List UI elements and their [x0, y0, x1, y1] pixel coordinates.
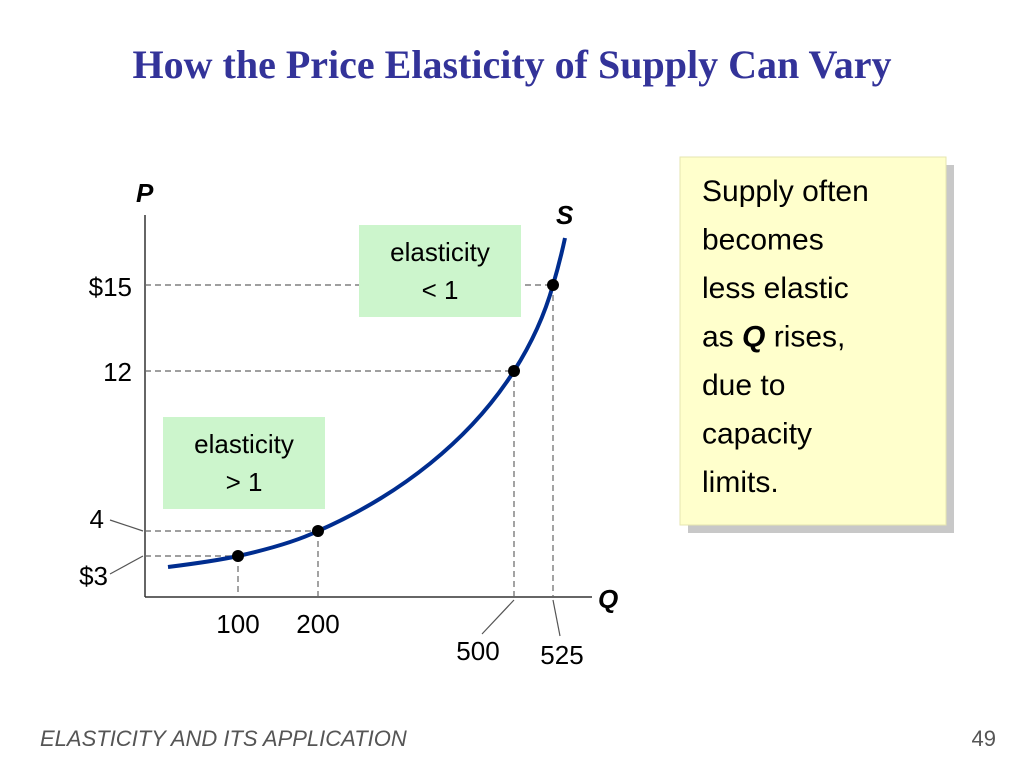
elasticity-box	[163, 417, 325, 509]
note-line: less elastic	[702, 272, 849, 305]
point	[508, 365, 520, 377]
footer-section: ELASTICITY AND ITS APPLICATION	[40, 726, 407, 751]
page-number: 49	[972, 726, 996, 751]
point	[232, 550, 244, 562]
note: Supply often becomes less elastic as Q rise…	[702, 175, 869, 499]
leader-line	[109, 555, 144, 575]
y-axis-label: P	[136, 178, 154, 208]
elasticity-text: elasticity	[390, 237, 490, 267]
quantity-label: 500	[456, 636, 499, 666]
note-line: limits.	[702, 466, 779, 499]
elasticity-box	[359, 225, 521, 317]
price-label: 12	[103, 357, 132, 387]
note-box	[679, 156, 947, 526]
slide-title: How the Price Elasticity of Supply Can V…	[133, 42, 892, 87]
note-line: Supply often	[702, 175, 869, 208]
leader-line	[109, 519, 144, 532]
leader-line	[481, 599, 515, 635]
quantity-label: 525	[540, 640, 583, 670]
price-label: 4	[90, 504, 104, 534]
quantity-label: 100	[216, 609, 259, 639]
elasticity-text: < 1	[422, 275, 459, 305]
point	[547, 279, 559, 291]
note-segment: as	[702, 321, 742, 354]
curve-label: S	[556, 200, 574, 230]
quantity-label: 200	[296, 609, 339, 639]
note-line: as Q rises,	[702, 321, 845, 354]
leader-line	[552, 599, 561, 637]
note-line: capacity	[702, 418, 812, 451]
note-segment: rises,	[765, 321, 845, 354]
price-label: $3	[79, 561, 108, 591]
price-label: $15	[89, 272, 132, 302]
x-axis-label: Q	[598, 584, 618, 614]
note-line: due to	[702, 369, 785, 402]
elasticity-text: > 1	[226, 467, 263, 497]
point	[312, 525, 324, 537]
note-segment: Q	[742, 321, 765, 354]
diagram: $3 4 12 $15 100 200 500 525 elasticity > 1 elastic…	[79, 225, 584, 670]
note-line: becomes	[702, 224, 824, 257]
elasticity-text: elasticity	[194, 429, 294, 459]
